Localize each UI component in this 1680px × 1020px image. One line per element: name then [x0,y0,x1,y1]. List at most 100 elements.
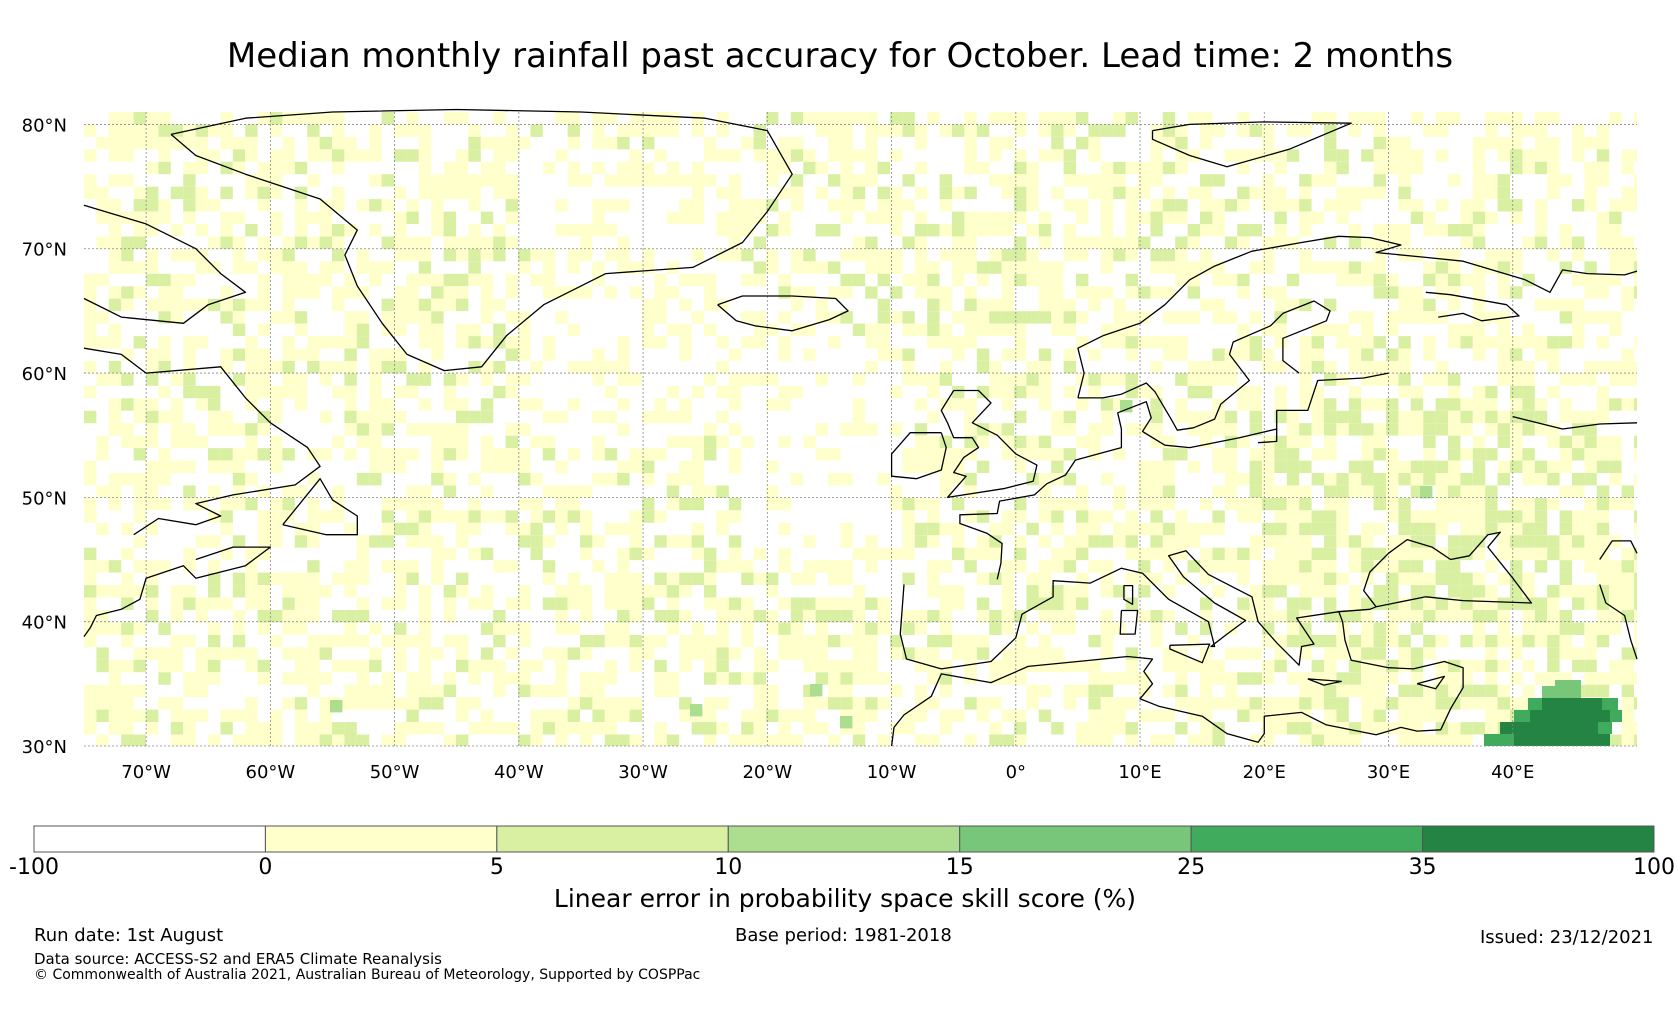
skill-cell [493,149,506,162]
skill-cell [356,435,370,449]
skill-cell [728,597,742,610]
skill-cell [1324,323,1337,336]
skill-cell [716,510,729,523]
skill-cell [158,410,171,424]
skill-cell [741,311,754,324]
skill-cell [1187,273,1200,287]
skill-cell [1448,112,1461,125]
skill-cell [1311,336,1324,349]
skill-cell [1063,361,1076,374]
skill-cell [1175,659,1188,673]
skill-cell [456,373,469,386]
skill-cell [1435,510,1448,523]
skill-cell [1076,311,1089,324]
skill-cell [294,535,308,548]
skill-cell [1423,522,1436,536]
skill-cell [146,560,159,573]
skill-cell [1398,149,1411,162]
skill-cell [108,199,122,212]
skill-cell [976,610,990,623]
skill-cell [666,286,680,299]
skill-cell [952,634,965,648]
skill-cell [1584,547,1597,561]
skill-cell [1038,112,1052,125]
skill-cell [1286,510,1300,523]
skill-cell [542,560,556,573]
skill-cell [1497,373,1510,386]
skill-cell [1634,398,1637,411]
skill-cell [542,572,556,585]
skill-cell [220,211,233,224]
skill-cell [1472,622,1486,635]
skill-cell [133,124,146,137]
skill-cell [1113,535,1126,548]
skill-cell [1522,423,1535,436]
skill-cell [1572,199,1585,212]
skill-cell [654,585,667,598]
skill-cell [1348,311,1362,324]
skill-cell [208,385,221,399]
skill-cell [604,385,618,399]
skill-cell [542,448,556,461]
skill-cell [146,647,159,660]
skill-cell [1051,585,1064,598]
skill-cell [890,149,903,162]
skill-cell [270,634,283,648]
skill-cell [902,348,915,361]
skill-cell [1572,136,1585,150]
skill-cell [604,248,618,262]
skill-cell [542,261,556,274]
skill-cell [344,286,357,299]
skill-cell [1584,435,1597,449]
skill-cell [778,435,791,449]
skill-cell [84,149,97,162]
skill-cell [952,448,965,461]
skill-cell [1460,336,1473,349]
skill-cell [381,497,394,511]
skill-cell [493,186,506,200]
skill-cell [183,273,196,287]
skill-cell [381,423,394,436]
skill-cell [766,224,779,237]
skill-cell [381,410,394,424]
skill-cell [902,547,915,561]
skill-cell [1113,236,1126,249]
skill-cell [1361,622,1374,635]
skill-cell [877,597,890,610]
skill-cell [1113,373,1126,386]
skill-cell [1187,236,1200,249]
skill-cell [629,547,642,561]
skill-cell [294,385,308,399]
skill-cell [964,261,977,274]
skill-cell [927,560,940,573]
skill-cell [741,273,754,287]
skill-cell [1497,659,1510,673]
skill-cell [1014,373,1027,386]
skill-cell [1373,435,1386,449]
skill-cell [828,286,841,299]
skill-cell [1609,236,1622,249]
skill-cell [914,273,928,287]
skill-cell [1423,373,1436,386]
skill-cell [1336,211,1349,224]
skill-cell [1621,373,1634,386]
skill-cell [1572,585,1585,598]
skill-cell [890,186,903,200]
skill-cell [1497,136,1510,150]
skill-cell [406,248,419,262]
skill-cell [1324,435,1337,449]
skill-cell [406,211,419,224]
skill-cell [369,398,382,411]
skill-cell [1150,510,1163,523]
skill-cell [480,585,494,598]
skill-cell [1212,261,1225,274]
skill-cell [1249,647,1262,660]
colorbar-tick-labels: -100 0 5 10 15 25 35 100 [9,855,1675,880]
skill-cell [914,186,928,200]
skill-cell [803,634,816,648]
skill-cell [1386,348,1399,361]
skill-cell [989,659,1002,673]
skill-cell [319,448,332,461]
skill-cell [505,560,518,573]
skill-cell [158,286,171,299]
